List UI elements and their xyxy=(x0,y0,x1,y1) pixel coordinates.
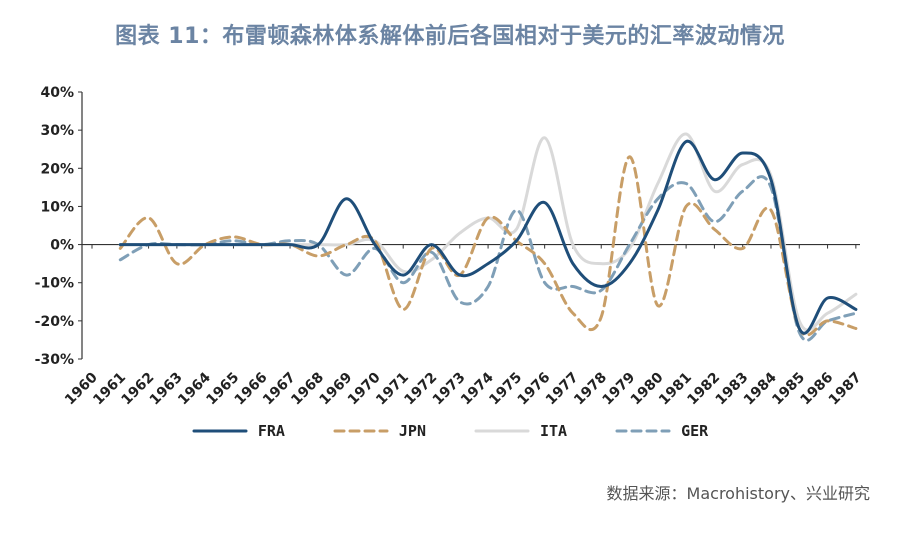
legend-label: ITA xyxy=(540,422,568,440)
legend-item-ger: GER xyxy=(615,422,708,440)
legend-swatch xyxy=(192,429,248,433)
series-line-ita xyxy=(118,132,858,332)
series-layer xyxy=(118,132,858,342)
y-tick-label: 40% xyxy=(40,85,74,101)
series-line-ger xyxy=(118,175,858,342)
series-line-fra xyxy=(118,140,858,335)
chart-title: 图表 11：布雷顿森林体系解体前后各国相对于美元的汇率波动情况 xyxy=(115,24,785,49)
legend-swatch xyxy=(333,429,389,433)
y-axis: 40% 30% 20% 10% 0% -10% -20% -30% xyxy=(35,85,83,368)
source-note: 数据来源：Macrohistory、兴业研究 xyxy=(606,484,870,503)
legend: FRA JPN ITA GER xyxy=(0,418,900,444)
legend-label: GER xyxy=(681,422,709,440)
legend-swatch xyxy=(615,429,671,433)
y-tick-label: 20% xyxy=(40,161,74,177)
legend-item-fra: FRA xyxy=(192,422,285,440)
y-tick-label: -30% xyxy=(35,352,74,368)
y-tick-label: 10% xyxy=(40,199,74,215)
x-tick-label: 1987 xyxy=(826,370,865,409)
y-tick-label: 0% xyxy=(50,238,74,254)
y-tick-label: 30% xyxy=(40,123,74,139)
legend-label: FRA xyxy=(257,422,285,440)
legend-label: JPN xyxy=(398,422,426,440)
y-tick-label: -10% xyxy=(35,276,74,292)
x-axis: 1960196119621963196419651966196719681969… xyxy=(62,243,865,409)
y-tick-label: -20% xyxy=(35,314,74,330)
legend-item-ita: ITA xyxy=(474,422,567,440)
legend-item-jpn: JPN xyxy=(333,422,426,440)
legend-swatch xyxy=(474,429,530,433)
